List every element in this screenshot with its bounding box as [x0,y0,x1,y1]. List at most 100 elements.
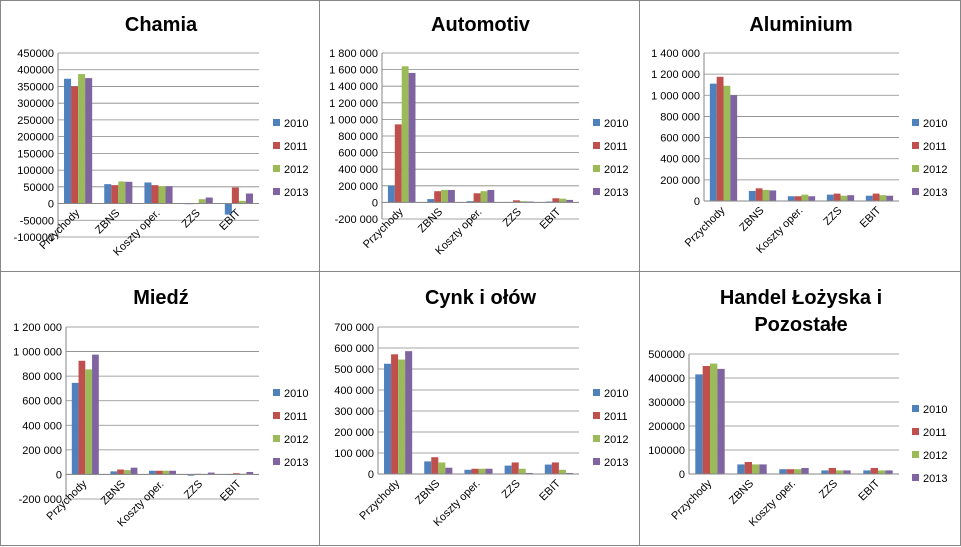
bar [231,187,239,204]
x-tick-label: ZBNS [416,206,445,235]
y-tick-label: 1 000 000 [13,347,62,359]
x-tick-label: ZBNS [737,205,766,234]
legend-label: 2011 [284,141,308,153]
legend-label: 2010 [604,118,628,130]
bar [466,201,474,203]
bar [513,200,520,203]
bar [424,461,432,474]
bar [471,468,479,474]
legend-label: 2010 [923,118,947,130]
bar [118,181,126,204]
bar [769,190,777,201]
legend-swatch [912,451,919,458]
y-tick-label: 450000 [17,48,54,60]
y-tick-label: 400 000 [22,420,62,432]
bar [709,83,717,201]
bar [525,472,533,474]
bar [710,363,718,474]
y-tick-label: 200000 [17,132,54,144]
legend-label: 2011 [923,141,947,153]
bar [737,464,745,474]
bar [117,469,124,475]
bar [544,464,552,474]
legend-label: 2012 [604,164,628,176]
y-tick-label: 100000 [17,165,54,177]
bar [148,470,156,475]
legend-swatch [912,119,919,126]
bar [863,470,871,474]
legend-label: 2013 [923,187,947,199]
x-tick-label: EBIT [858,204,884,230]
y-tick-label: 400000 [648,373,685,385]
y-tick-label: 1 200 000 [13,322,62,334]
bar [447,189,455,203]
bar [232,473,240,475]
legend-label: 2013 [604,457,628,469]
chart-title: Aluminium [749,14,852,36]
x-tick-label: ZZS [501,206,524,229]
bar [485,468,493,474]
bar [808,196,816,201]
bar [840,195,848,201]
y-tick-label: 400 000 [660,154,700,166]
y-tick-label: 50000 [23,182,54,194]
legend-label: 2013 [604,187,628,199]
y-tick-label: 0 [368,469,374,481]
legend-swatch [593,165,600,172]
bar [162,470,170,475]
bar [246,471,254,475]
bar [224,203,232,215]
y-tick-label: -100000 [14,232,54,244]
bar [155,470,163,475]
y-tick-label: 0 [372,197,378,209]
y-tick-label: 400 000 [338,164,378,176]
chart-title: Automotiv [431,14,531,36]
bar [71,86,79,204]
bar [434,191,442,203]
bar [441,189,448,203]
y-tick-label: 800 000 [660,111,700,123]
bar [110,471,118,475]
bar [71,382,79,475]
y-tick-label: 150000 [17,148,54,160]
y-tick-label: 600 000 [22,396,62,408]
bar [158,186,166,204]
bar [821,470,829,474]
bar [198,199,206,204]
bar [387,185,395,203]
y-tick-label: 1 600 000 [329,65,378,77]
bar [405,351,413,474]
bar [519,201,527,203]
bar [464,469,472,474]
legend-swatch [273,188,280,195]
bar [847,195,855,201]
y-tick-label: 300000 [17,98,54,110]
legend-swatch [593,119,600,126]
bar [843,470,851,474]
y-tick-label: 0 [56,469,62,481]
bar [744,462,752,474]
y-tick-label: 100000 [648,445,685,457]
x-tick-label: ZBNS [99,478,128,507]
bar [123,470,131,475]
bar [801,468,809,474]
chart-panel-miedz: Miedź 1 200 000 1 000 000 800 000 600 000 400… [0,271,320,546]
x-tick-label: Przychody [361,206,406,251]
x-tick-label: ZZS [500,478,523,501]
bar [187,474,195,476]
legend-label: 2013 [284,457,308,469]
y-tick-label: 700 000 [334,322,374,334]
bar [566,199,574,203]
y-tick-label: 300000 [648,397,685,409]
x-tick-label: EBIT [218,478,244,504]
bar [801,194,809,201]
y-tick-label: 1 200 000 [329,98,378,110]
chart-panel-cynk-i-olow: Cynk i ołów 700 000 600 000 500 000 400 000 3… [319,271,640,546]
bar [828,468,836,474]
bar [511,462,519,474]
legend-swatch [273,165,280,172]
bar [104,184,112,204]
bar [552,198,560,203]
y-tick-label: 1 400 000 [329,81,378,93]
legend-label: 2012 [923,164,947,176]
